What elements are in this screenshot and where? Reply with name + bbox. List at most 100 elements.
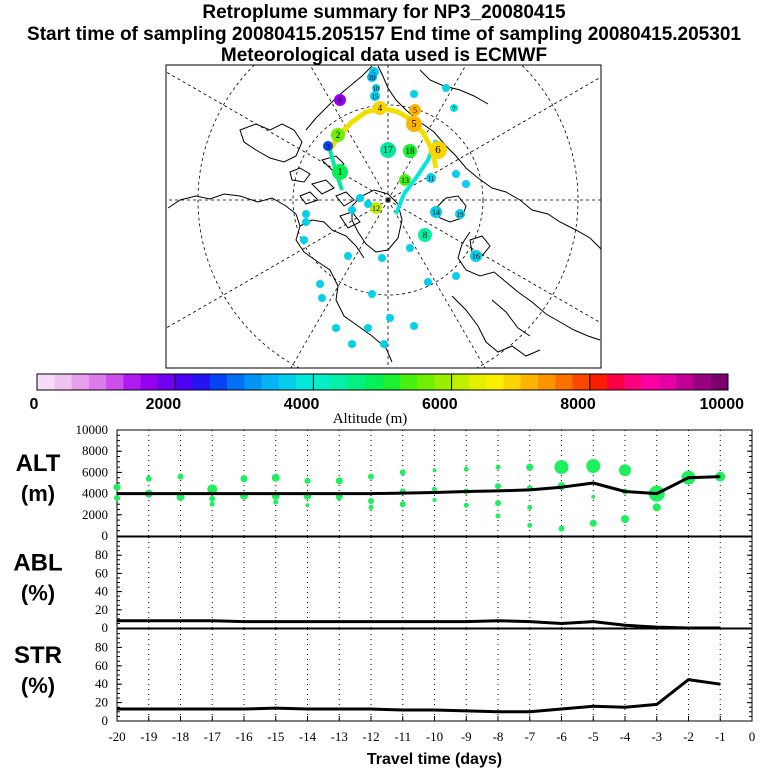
colorbar-cell [209,374,228,390]
plume-cluster-marker [370,91,380,101]
plume-cluster-label: 5 [413,106,417,115]
plume-cluster-label: 18 [406,146,416,156]
series-line-str [117,678,721,714]
plume-cluster-marker [318,294,326,302]
colorbar-cell [624,374,643,390]
plume-cluster-marker [455,209,465,219]
plume-cluster-marker [380,340,388,348]
altitude-cluster-point [621,515,629,524]
y-tick-label: 4000 [82,486,108,501]
y-tick-label: 8000 [82,443,108,458]
panel-ylabel: (%) [21,673,55,698]
coast-eurasia [377,65,601,341]
colorbar-cell [399,374,418,390]
meridian-line [290,199,389,368]
plume-cluster-marker [373,101,387,115]
altitude-cluster-point [527,504,533,510]
plume-cluster-label: 10 [373,85,381,93]
y-tick-label: 20 [95,602,108,617]
meridian-line [387,65,467,201]
y-tick-label: 20 [95,695,108,710]
panel-ylabel: ALT [16,450,61,477]
altitude-cluster-point [495,513,501,519]
altitude-cluster-point [495,500,501,507]
plume-cluster-marker [316,280,324,288]
sampling-times: Start time of sampling 20080415.205157 E… [27,24,741,45]
altitude-cluster-point [554,460,569,475]
plume-cluster-label: 11 [428,175,435,183]
colorbar-cell [607,374,625,390]
altitude-cluster-point [273,499,279,505]
panel-alt: 0 2000 4000 6000 8000 10000 ALT (m) [16,422,753,543]
colorbar-tick-labels: 0 2000 4000 6000 8000 10000 [30,396,745,413]
plume-cluster-label: 5 [412,119,417,130]
plume-cluster-marker [331,128,345,142]
x-axis-label: Travel time (days) [367,751,502,768]
x-tick-label: -16 [235,729,253,744]
x-tick-label: -9 [461,729,472,744]
y-tick-label: 10000 [76,422,109,437]
plume-cluster-label: 20 [369,74,377,82]
plume-cluster-marker [424,278,432,286]
plume-cluster-marker [406,244,414,252]
plume-cluster-marker [348,206,356,214]
plume-cluster-label: 3 [326,143,330,151]
meridian-line [166,199,389,329]
meridian-line [387,199,601,324]
colorbar-tick-label: 10000 [700,396,745,413]
plume-cluster-label: 14 [432,208,440,217]
colorbar-cell [347,374,366,390]
altitude-cluster-point [432,486,437,492]
x-tick-label: -20 [108,729,125,744]
chart-title: Retroplume summary for NP3_20080415 [202,2,566,23]
altitude-cluster-point [304,477,311,484]
y-tick-label: 2000 [82,507,108,522]
plume-cluster-marker [462,180,470,188]
plume-cluster-label: 9 [338,96,342,105]
x-tick-label: -2 [683,729,694,744]
x-tick-label: -8 [493,729,504,744]
plume-cluster-marker [378,254,386,262]
altitude-cluster-point [177,473,184,480]
plume-cluster-marker [470,250,482,262]
y-tick-label: 0 [102,528,109,543]
plume-cluster-marker [403,144,417,158]
colorbar-frame [36,373,729,391]
colorbar-cell [296,374,314,390]
plume-cluster-marker [334,94,346,106]
coast-canadian-archipelago [289,155,361,229]
colorbar-cell [417,374,435,390]
y-tick-label: 6000 [82,464,108,479]
x-tick-label: -13 [331,729,348,744]
plume-cluster-marker [450,104,458,112]
coast-greenland [351,189,403,253]
altitude-cluster-point [399,469,406,476]
map-panel: 510455671517181311201214191698321 [165,64,602,369]
plume-cluster-marker [426,173,436,183]
x-tick-label: -18 [172,729,189,744]
colorbar-ticks [174,374,591,390]
colorbar-cell [123,374,142,390]
colorbar-cell [37,374,55,390]
colorbar-cell [244,374,263,390]
meridian-line [387,199,486,368]
altitude-cluster-point [305,503,310,508]
plume-cluster-label: 2 [336,130,341,140]
colorbar-cell [278,374,297,390]
colorbar-tick-label: 8000 [560,396,596,413]
plume-cluster-marker [380,142,396,158]
plume-cluster-marker [302,210,310,218]
colorbar-cell [88,374,107,390]
altitude-cluster-point [114,494,120,501]
altitude-cluster-point [207,484,218,495]
y-tick-label: 40 [95,584,108,599]
colorbar-cell [451,374,470,390]
panel-abl: 0 20 40 60 80 ABL (%) [13,536,753,635]
altitude-cluster-point [432,468,437,473]
plume-cluster-marker [399,174,411,186]
x-tick-label: -10 [426,729,443,744]
plume-cluster-marker [430,206,442,218]
plume-cluster-marker [364,200,372,208]
altitude-cluster-point [399,501,406,508]
altitude-cluster-point [652,503,661,512]
